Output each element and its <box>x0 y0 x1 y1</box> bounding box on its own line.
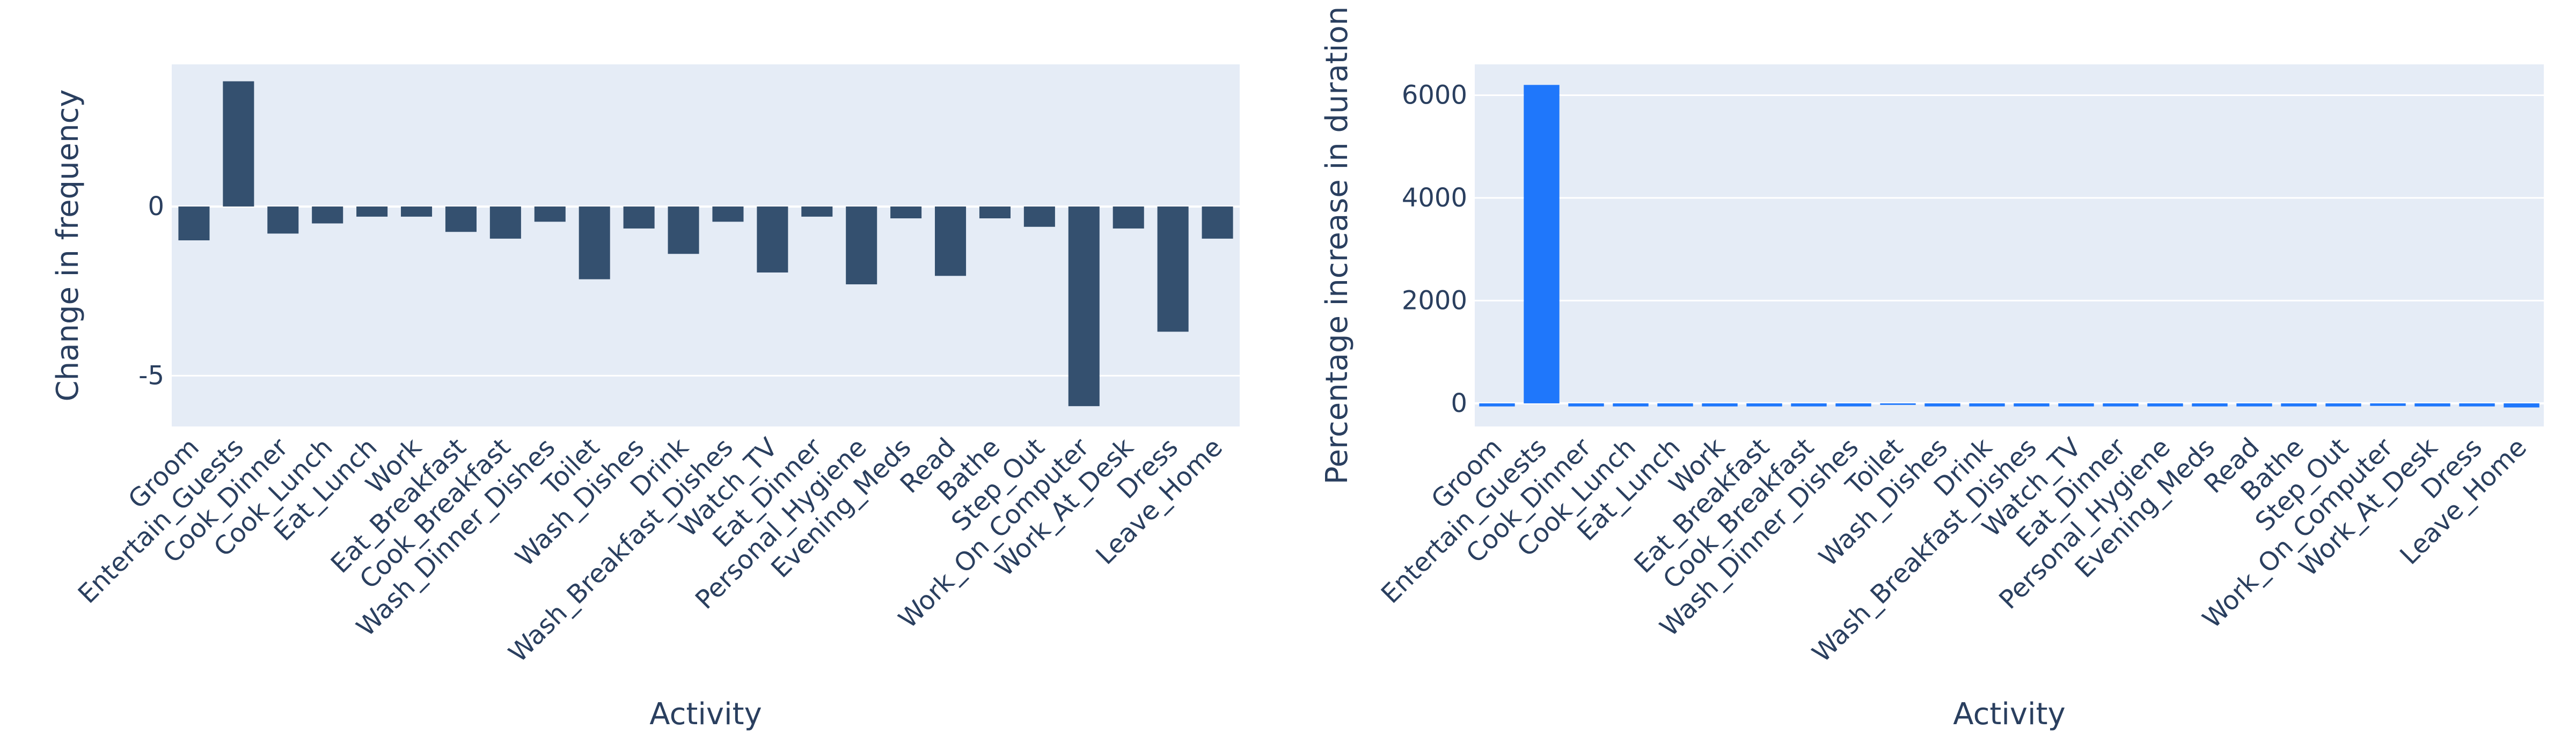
y-tick-label: 0 <box>1451 388 1467 418</box>
bar <box>2236 403 2272 407</box>
y-axis-title: Percentage increase in duration <box>1320 6 1355 484</box>
bar <box>2058 403 2094 407</box>
bar <box>2504 403 2540 408</box>
y-tick-label: -5 <box>138 360 164 391</box>
bar <box>1479 403 1515 407</box>
bar <box>267 206 299 234</box>
bar <box>1835 403 1871 407</box>
bar <box>223 81 254 207</box>
bar <box>757 206 788 273</box>
bar <box>445 206 477 232</box>
bar <box>178 206 210 241</box>
bar <box>1113 206 1144 229</box>
y-tick-label: 6000 <box>1402 80 1467 110</box>
bar <box>623 206 655 229</box>
bar <box>2014 403 2050 407</box>
bar <box>534 206 566 222</box>
bar <box>712 206 744 222</box>
y-tick-label: 2000 <box>1402 285 1467 315</box>
bar <box>1023 206 1055 227</box>
bar <box>668 206 699 254</box>
bar <box>846 206 877 285</box>
bar <box>2414 403 2450 407</box>
frequency-change-chart: -50GroomEntertain_GuestsCook_DinnerCook_… <box>50 64 1240 732</box>
bar <box>2370 403 2406 406</box>
bar <box>1568 403 1604 407</box>
bar <box>1791 403 1827 407</box>
x-axis-title: Activity <box>1953 697 2065 732</box>
bar <box>2103 403 2139 407</box>
bar <box>1613 403 1649 407</box>
x-axis-title: Activity <box>649 697 762 732</box>
bar <box>1924 403 1960 407</box>
bar <box>935 206 967 276</box>
bar <box>1746 403 1782 407</box>
bar <box>1202 206 1233 239</box>
bar <box>2147 403 2183 407</box>
bar <box>2192 403 2228 407</box>
bar <box>401 206 433 217</box>
bar <box>1157 206 1189 332</box>
bar <box>312 206 343 224</box>
y-tick-label: 0 <box>148 192 164 222</box>
bar <box>1524 85 1560 403</box>
plot-area <box>172 64 1240 426</box>
bar <box>1657 403 1693 407</box>
y-tick-label: 4000 <box>1402 183 1467 213</box>
bar <box>1969 403 2005 407</box>
bar <box>979 206 1011 219</box>
bar <box>2459 403 2495 407</box>
bar <box>801 206 833 217</box>
bar <box>1068 206 1100 407</box>
bar <box>356 206 388 217</box>
bar <box>489 206 521 239</box>
y-axis-title: Change in frequency <box>50 90 85 402</box>
bar <box>890 206 922 219</box>
bar <box>1880 403 1916 405</box>
plot-area <box>1475 64 2544 426</box>
bar <box>2325 403 2361 407</box>
bar <box>2281 403 2317 407</box>
duration-increase-chart: 0200040006000GroomEntertain_GuestsCook_D… <box>1320 6 2544 732</box>
bar <box>579 206 610 279</box>
bar <box>1702 403 1738 407</box>
